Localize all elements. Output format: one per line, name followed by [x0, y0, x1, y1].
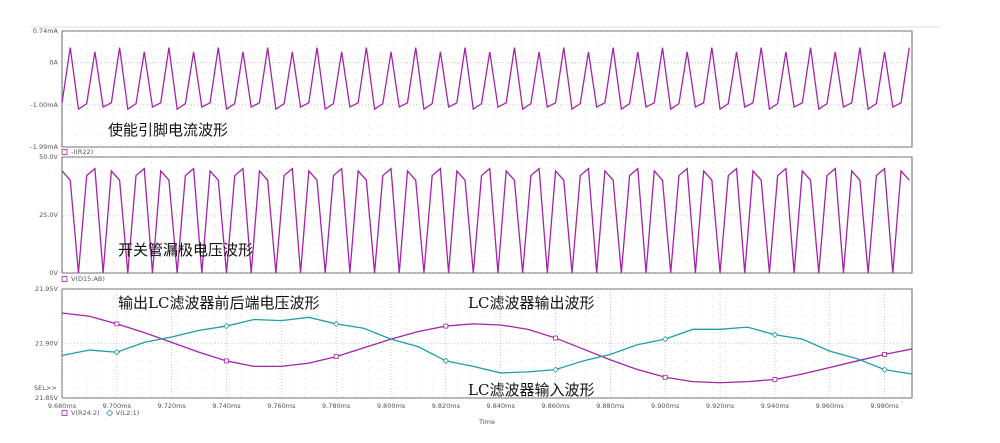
- point-marker: [881, 366, 888, 373]
- x-tick-label: 9.840ms: [487, 402, 516, 410]
- point-marker: [333, 320, 340, 328]
- x-tick-label: 9.960ms: [816, 402, 845, 410]
- point-marker: [772, 377, 778, 382]
- x-tick-label: 9.980ms: [870, 402, 899, 410]
- x-tick-label: 9.760ms: [267, 402, 296, 410]
- legend-symbol: [61, 410, 68, 416]
- point-marker: [113, 349, 121, 356]
- x-tick-label: 9.720ms: [158, 402, 187, 410]
- annotation: LC滤波器输入波形: [468, 381, 594, 399]
- point-marker: [223, 322, 230, 330]
- y-tick-label: 21.95V: [35, 285, 59, 293]
- x-tick-label: 9.680ms: [48, 402, 77, 410]
- legend-symbol: [61, 149, 68, 155]
- plot-frame: [61, 30, 913, 148]
- x-tick-label: 9.740ms: [212, 402, 241, 410]
- legend-symbol: [106, 409, 114, 417]
- y-tick-label: 0A: [49, 58, 58, 66]
- x-axis-label: Time: [478, 418, 495, 426]
- series-line: [61, 47, 910, 111]
- point-marker: [662, 335, 669, 343]
- point-marker: [662, 374, 668, 380]
- x-tick-label: 9.880ms: [596, 402, 625, 410]
- y-tick-label: 50.0V: [39, 153, 58, 161]
- y-tick-label: -1.00mA: [30, 101, 58, 109]
- annotation: 开关管漏极电压波形: [118, 241, 253, 259]
- x-tick-label: 9.860ms: [541, 402, 570, 410]
- point-marker: [114, 321, 120, 327]
- legend-symbol: [61, 276, 68, 282]
- y-tick-label: -1.99mA: [30, 143, 58, 151]
- y-tick-label: 0V: [49, 269, 58, 277]
- x-tick-label: 9.900ms: [651, 402, 680, 410]
- series-line: [61, 316, 913, 375]
- selector-label: SEL>>: [34, 384, 57, 392]
- point-marker: [771, 331, 779, 338]
- point-marker: [443, 323, 449, 329]
- y-tick-label: 21.90V: [35, 340, 59, 348]
- point-marker: [224, 358, 229, 364]
- point-marker: [553, 335, 558, 341]
- point-marker: [882, 351, 887, 357]
- legend-label: V(D15:AB): [71, 275, 105, 283]
- point-marker: [552, 366, 559, 373]
- y-tick-label: 25.0V: [39, 211, 58, 219]
- x-tick-label: 9.800ms: [377, 402, 406, 410]
- legend-label: -I(R22): [71, 148, 93, 156]
- y-tick-label: 0.74mA: [33, 27, 59, 35]
- annotation: LC滤波器输出波形: [468, 294, 594, 312]
- x-tick-label: 9.920ms: [706, 402, 735, 410]
- point-marker: [333, 354, 339, 359]
- series-line: [61, 312, 913, 384]
- series-line: [61, 167, 910, 274]
- x-tick-label: 9.780ms: [322, 402, 351, 410]
- x-tick-label: 9.700ms: [103, 402, 132, 410]
- point-marker: [442, 357, 450, 365]
- x-tick-label: 9.940ms: [761, 402, 790, 410]
- y-tick-label: 21.85V: [35, 394, 59, 402]
- annotation: 输出LC滤波器前后端电压波形: [118, 294, 319, 312]
- annotation: 使能引脚电流波形: [108, 121, 228, 139]
- legend-label: V(L2:1): [116, 409, 140, 417]
- legend-label: V(R24:2): [71, 409, 100, 417]
- x-tick-label: 9.820ms: [432, 402, 461, 410]
